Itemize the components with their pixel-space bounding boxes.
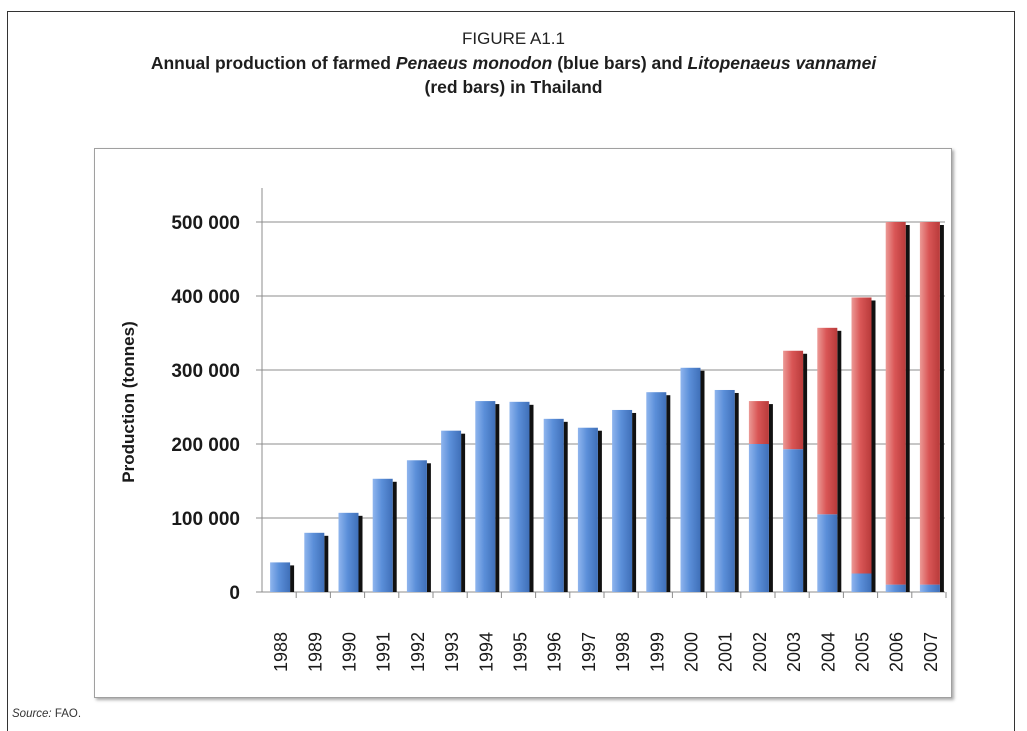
y-tick-label: 300 000 xyxy=(171,361,240,382)
bar-vannamei xyxy=(817,327,838,515)
title-species-1: Penaeus monodon xyxy=(395,53,553,73)
title-text-3: (red bars) in Thailand xyxy=(424,77,603,97)
x-tick-label: 1999 xyxy=(647,632,667,672)
bar-monodon xyxy=(919,584,940,592)
x-tick-label: 1992 xyxy=(408,632,428,672)
bar-shadow xyxy=(939,225,944,592)
bar-shadow xyxy=(324,535,329,592)
bar-vannamei xyxy=(851,297,872,574)
bar-monodon xyxy=(714,389,735,592)
bar-monodon xyxy=(509,401,530,592)
x-tick-label: 1995 xyxy=(511,632,531,672)
source-label: Source: xyxy=(12,708,52,720)
y-tick-label: 400 000 xyxy=(171,287,240,308)
bar-shadow xyxy=(392,481,397,592)
bar-shadow xyxy=(700,370,705,592)
bar-shadow xyxy=(358,515,363,592)
title-text-1: Annual production of farmed xyxy=(150,53,396,73)
bar-vannamei xyxy=(919,222,940,585)
y-tick-label: 100 000 xyxy=(171,509,240,530)
bar-shadow xyxy=(529,404,534,592)
x-tick-label: 1988 xyxy=(271,632,291,672)
title-text-2: (blue bars) and xyxy=(552,53,688,73)
bar-monodon xyxy=(372,478,393,592)
bar-monodon xyxy=(783,449,804,592)
bar-monodon xyxy=(680,367,701,592)
x-tick-label: 2007 xyxy=(921,632,941,672)
bar-monodon xyxy=(304,532,325,592)
x-tick-label: 1997 xyxy=(579,632,599,672)
x-tick-label: 2002 xyxy=(750,632,770,672)
source-note: Source: FAO. xyxy=(12,708,81,720)
x-tick-label: 2001 xyxy=(716,632,736,672)
bar-monodon xyxy=(748,444,769,592)
x-tick-label: 1994 xyxy=(476,632,496,672)
x-tick-label: 1996 xyxy=(545,632,565,672)
x-tick-label: 2003 xyxy=(784,632,804,672)
y-axis-title: Production (tonnes) xyxy=(119,321,138,482)
bar-monodon xyxy=(475,401,496,592)
bar-shadow xyxy=(563,421,568,592)
x-tick-label: 1991 xyxy=(374,632,394,672)
bar-monodon xyxy=(406,460,427,592)
x-tick-label: 2004 xyxy=(818,632,838,672)
bar-vannamei xyxy=(748,401,769,444)
bar-chart: 0 100 000 200 000 300 000 400 000 500 000 Prod… xyxy=(119,188,947,672)
bar-shadow xyxy=(632,412,637,592)
bar-shadow xyxy=(461,433,466,592)
x-tick-label: 1990 xyxy=(340,632,360,672)
bar-shadow xyxy=(426,463,431,592)
bar-shadow xyxy=(768,404,773,592)
x-tick-label: 1989 xyxy=(305,632,325,672)
bar-shadow xyxy=(495,404,500,592)
bar-monodon xyxy=(441,430,462,592)
bar-shadow xyxy=(837,330,842,592)
bar-vannamei xyxy=(783,350,804,450)
bar-monodon xyxy=(543,418,564,592)
figure-title: Annual production of farmed Penaeus mono… xyxy=(0,51,1027,99)
bar-monodon xyxy=(646,392,667,592)
bar-shadow xyxy=(871,300,876,592)
bar-monodon xyxy=(270,562,291,592)
bar-shadow xyxy=(803,353,808,592)
bar-shadow xyxy=(597,430,602,592)
figure-frame xyxy=(7,11,1015,731)
x-tick-label: 2000 xyxy=(682,632,702,672)
bar-shadow xyxy=(905,225,910,592)
bar-monodon xyxy=(817,514,838,592)
bar-monodon xyxy=(338,512,359,592)
y-tick-label: 200 000 xyxy=(171,435,240,456)
x-tick-label: 1993 xyxy=(442,632,462,672)
title-species-2: Litopenaeus vannamei xyxy=(687,53,877,73)
source-text: FAO. xyxy=(51,708,82,720)
x-tick-label: 2005 xyxy=(853,632,873,672)
bar-shadow xyxy=(290,565,295,592)
y-tick-label: 500 000 xyxy=(171,213,240,234)
bar-monodon xyxy=(612,409,633,592)
bar-monodon xyxy=(577,427,598,592)
bar-monodon xyxy=(851,573,872,592)
bar-shadow xyxy=(666,395,671,592)
figure-label: FIGURE A1.1 xyxy=(462,29,565,48)
y-tick-label: 0 xyxy=(229,583,240,604)
bar-vannamei xyxy=(885,222,906,585)
x-tick-label: 2006 xyxy=(887,632,907,672)
x-tick-label: 1998 xyxy=(613,632,633,672)
bar-monodon xyxy=(885,584,906,592)
bar-shadow xyxy=(734,392,739,592)
